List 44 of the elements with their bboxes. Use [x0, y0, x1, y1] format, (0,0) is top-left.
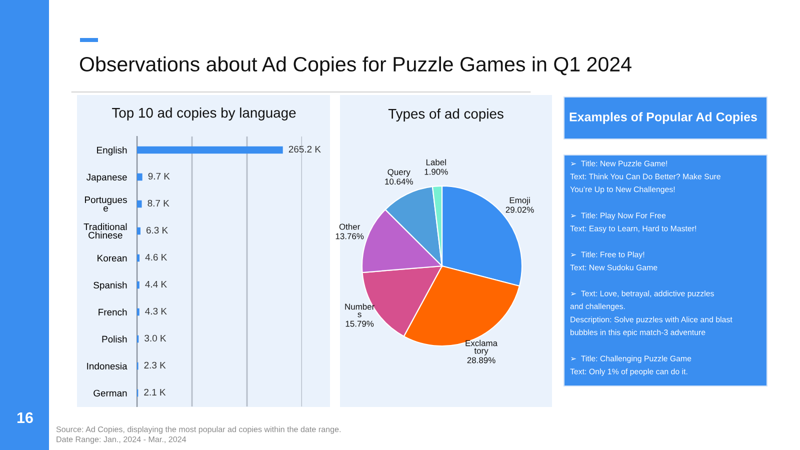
data-label: 6.3 K [146, 226, 168, 234]
y-tick-label: English [97, 146, 127, 156]
data-label: 29.02% [506, 206, 534, 213]
data-label: 13.76% [336, 233, 364, 240]
slice-label: Number s [345, 303, 374, 318]
bar [137, 254, 140, 262]
data-label: 2.3 K [144, 362, 166, 369]
slice-label: Other [339, 224, 360, 230]
bar [137, 146, 283, 154]
data-label: 2.1 K [144, 388, 166, 396]
y-tick-label: Korean [98, 254, 127, 262]
chart-title: Types of ad copies [388, 108, 504, 122]
data-label: 15.79% [346, 320, 374, 327]
bar [137, 227, 140, 235]
slice-label: Exclama tory [466, 340, 498, 356]
y-tick-label: Japanese [86, 174, 127, 182]
data-label: 4.4 K [145, 280, 167, 288]
data-label: 4.3 K [145, 308, 167, 315]
y-tick-label: Indonesia [87, 362, 128, 370]
data-label: 28.89% [467, 357, 496, 364]
text: Date Range: Jan., 2024 - Mar., 2024 [56, 436, 186, 444]
slice-label: Emoji [510, 197, 530, 205]
data-label: 9.7 K [148, 172, 170, 180]
data-label: 8.7 K [148, 200, 170, 207]
text: 16 [17, 412, 33, 424]
y-tick-label: French [98, 308, 127, 316]
text: Observations about Ad Copies for Puzzle Games in Q1 2024 [80, 56, 632, 76]
y-tick-label: Traditional Chinese [84, 223, 127, 239]
slice-label: Label [426, 159, 446, 166]
chart-title: Top 10 ad copies by language [112, 108, 296, 120]
data-label: 10.64% [385, 178, 413, 185]
data-label: 265.2 K [288, 146, 321, 153]
bar [137, 173, 142, 181]
data-label: 1.90% [424, 168, 448, 175]
data-label: 3.0 K [144, 334, 166, 342]
bar [137, 200, 142, 208]
y-tick-label: Polish [102, 336, 127, 343]
y-tick-label: Portugues e [85, 196, 127, 212]
data-label: 4.6 K [145, 254, 168, 261]
text: Examples of Popular Ad Copies [570, 112, 757, 124]
source-note: Source: Ad Copies, displaying the most popular ad copies within the date range. [56, 426, 341, 434]
slice-label: Query [388, 169, 410, 177]
y-tick-label: Spanish [94, 282, 127, 290]
y-tick-label: German [94, 390, 127, 397]
